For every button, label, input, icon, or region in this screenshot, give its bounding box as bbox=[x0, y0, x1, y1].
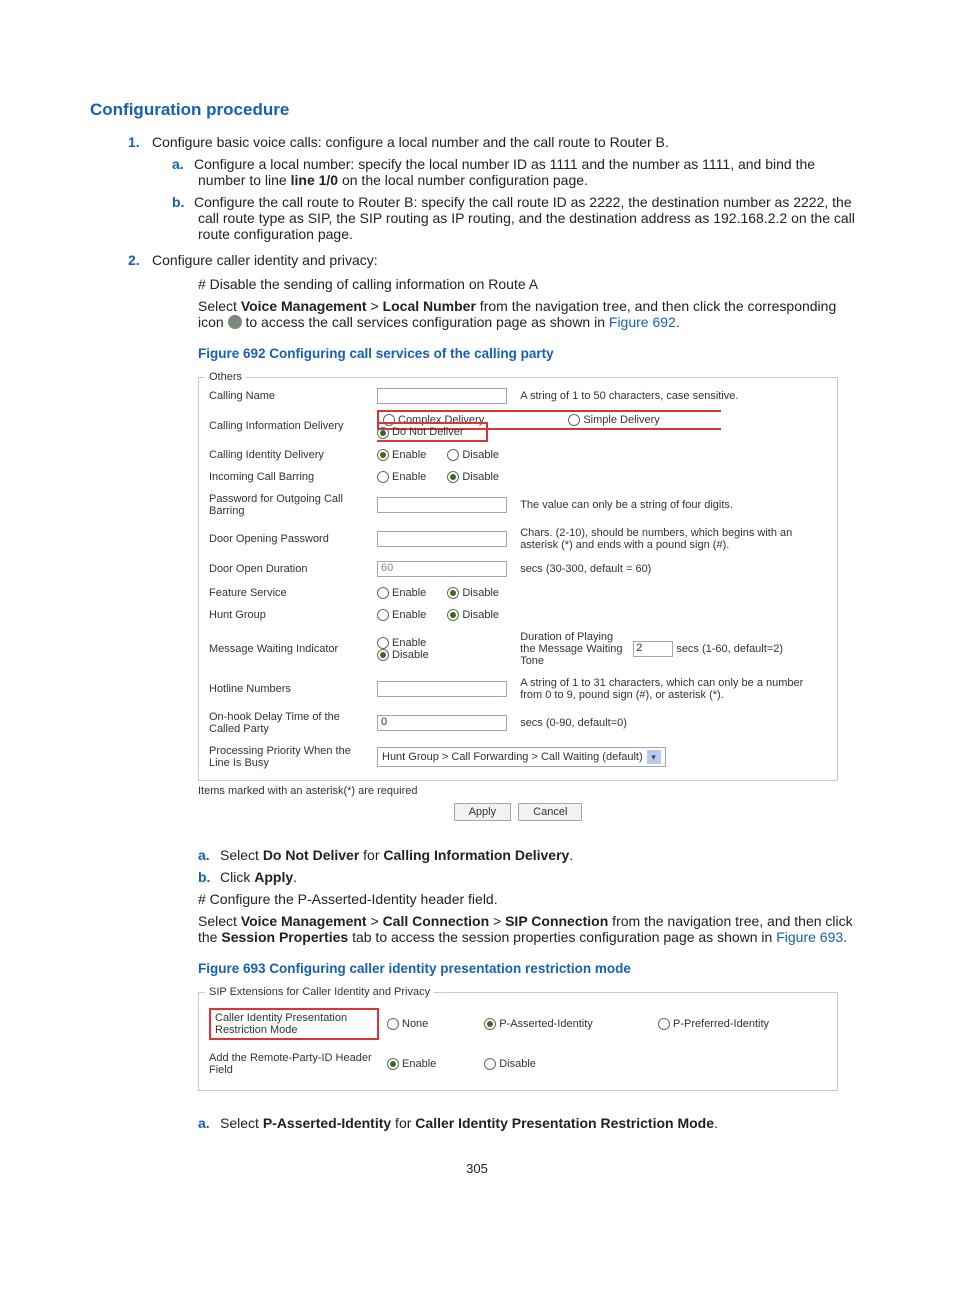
step-2a: a.Select Do Not Deliver for Calling Info… bbox=[224, 847, 864, 863]
step-1a-text: Configure a local number: specify the lo… bbox=[194, 156, 815, 188]
step-1b-text: Configure the call route to Router B: sp… bbox=[194, 194, 855, 242]
radio-complex-delivery[interactable]: Complex Delivery bbox=[383, 414, 484, 426]
others-legend: Others bbox=[205, 371, 246, 383]
hint-mwi-duration: secs (1-60, default=2) bbox=[676, 643, 783, 655]
step-2: 2.Configure caller identity and privacy: bbox=[158, 252, 864, 268]
label-password-outgoing-barring: Password for Outgoing Call Barring bbox=[205, 488, 373, 522]
sip-legend: SIP Extensions for Caller Identity and P… bbox=[205, 986, 434, 998]
calling-info-delivery-group: Complex Delivery Simple Delivery Do Not … bbox=[377, 410, 721, 442]
section-heading: Configuration procedure bbox=[90, 100, 864, 120]
select-processing-priority[interactable]: Hunt Group > Call Forwarding > Call Wait… bbox=[377, 747, 666, 767]
input-mwi-duration[interactable]: 2 bbox=[633, 641, 673, 657]
label-calling-identity-delivery: Calling Identity Delivery bbox=[205, 444, 373, 466]
label-caller-identity-restriction: Caller Identity Presentation Restriction… bbox=[209, 1008, 379, 1040]
label-incoming-call-barring: Incoming Call Barring bbox=[205, 466, 373, 488]
radio-rpid-enable[interactable]: Enable bbox=[387, 1058, 436, 1070]
step-1: 1.Configure basic voice calls: configure… bbox=[158, 134, 864, 242]
label-processing-priority: Processing Priority When the Line Is Bus… bbox=[205, 740, 373, 774]
hint-door-open-duration: secs (30-300, default = 60) bbox=[516, 556, 831, 582]
step-1a: a.Configure a local number: specify the … bbox=[198, 156, 864, 188]
radio-mwi-disable[interactable]: Disable bbox=[377, 649, 429, 661]
nav-instruction-1: Select Voice Management > Local Number f… bbox=[198, 298, 864, 330]
step-1b: b.Configure the call route to Router B: … bbox=[198, 194, 864, 242]
radio-mwi-enable[interactable]: Enable bbox=[377, 637, 426, 649]
label-hotline-numbers: Hotline Numbers bbox=[205, 672, 373, 706]
note-disable-calling-info: # Disable the sending of calling informa… bbox=[198, 276, 864, 292]
radio-fs-disable[interactable]: Disable bbox=[447, 587, 499, 599]
figure-692-link[interactable]: Figure 692 bbox=[609, 314, 676, 330]
call-services-icon bbox=[228, 315, 242, 329]
radio-rpid-disable[interactable]: Disable bbox=[484, 1058, 536, 1070]
label-calling-info-delivery: Calling Information Delivery bbox=[205, 409, 373, 443]
note-configure-pai: # Configure the P-Asserted-Identity head… bbox=[198, 891, 864, 907]
input-password-outgoing-barring[interactable] bbox=[377, 497, 507, 513]
label-mwi: Message Waiting Indicator bbox=[205, 626, 373, 672]
label-door-open-duration: Door Open Duration bbox=[205, 556, 373, 582]
figure-692: Others Calling Name A string of 1 to 50 … bbox=[198, 371, 838, 827]
step-1-text: Configure basic voice calls: configure a… bbox=[152, 134, 669, 150]
step-3a-text: Select P-Asserted-Identity for Caller Id… bbox=[220, 1115, 718, 1131]
step-2b-text: Click Apply. bbox=[220, 869, 297, 885]
radio-restriction-p-preferred[interactable]: P-Preferred-Identity bbox=[658, 1018, 769, 1030]
required-note: Items marked with an asterisk(*) are req… bbox=[198, 785, 838, 797]
cancel-button[interactable]: Cancel bbox=[518, 803, 582, 821]
label-hunt-group: Hunt Group bbox=[205, 604, 373, 626]
label-feature-service: Feature Service bbox=[205, 582, 373, 604]
hint-onhook-delay: secs (0-90, default=0) bbox=[516, 706, 831, 740]
radio-fs-enable[interactable]: Enable bbox=[377, 587, 426, 599]
input-onhook-delay[interactable]: 0 bbox=[377, 715, 507, 731]
label-onhook-delay: On-hook Delay Time of the Called Party bbox=[205, 706, 373, 740]
input-door-opening-password[interactable] bbox=[377, 531, 507, 547]
hint-calling-name: A string of 1 to 50 characters, case sen… bbox=[516, 383, 831, 409]
radio-do-not-deliver[interactable]: Do Not Deliver bbox=[377, 426, 464, 438]
radio-hg-disable[interactable]: Disable bbox=[447, 609, 499, 621]
hint-password-outgoing-barring: The value can only be a string of four d… bbox=[516, 488, 831, 522]
radio-icb-enable[interactable]: Enable bbox=[377, 471, 426, 483]
radio-restriction-none[interactable]: None bbox=[387, 1018, 428, 1030]
page-number: 305 bbox=[90, 1161, 864, 1176]
label-calling-name: Calling Name bbox=[205, 383, 373, 409]
others-fieldset: Others Calling Name A string of 1 to 50 … bbox=[198, 371, 838, 781]
hint-hotline-numbers: A string of 1 to 31 characters, which ca… bbox=[516, 672, 831, 706]
hint-door-opening-password: Chars. (2-10), should be numbers, which … bbox=[516, 522, 831, 556]
input-hotline-numbers[interactable] bbox=[377, 681, 507, 697]
radio-icb-disable[interactable]: Disable bbox=[447, 471, 499, 483]
label-mwi-duration: Duration of Playing the Message Waiting … bbox=[520, 631, 630, 667]
figure-693-caption: Figure 693 Configuring caller identity p… bbox=[198, 961, 864, 976]
input-calling-name[interactable] bbox=[377, 388, 507, 404]
apply-button[interactable]: Apply bbox=[454, 803, 512, 821]
label-door-opening-password: Door Opening Password bbox=[205, 522, 373, 556]
radio-cidd-disable[interactable]: Disable bbox=[447, 449, 499, 461]
step-2a-text: Select Do Not Deliver for Calling Inform… bbox=[220, 847, 573, 863]
radio-simple-delivery[interactable]: Simple Delivery bbox=[568, 414, 659, 426]
figure-692-caption: Figure 692 Configuring call services of … bbox=[198, 346, 864, 361]
step-2-text: Configure caller identity and privacy: bbox=[152, 252, 378, 268]
radio-restriction-p-asserted[interactable]: P-Asserted-Identity bbox=[484, 1018, 593, 1030]
nav-instruction-2: Select Voice Management > Call Connectio… bbox=[198, 913, 864, 945]
input-door-open-duration[interactable]: 60 bbox=[377, 561, 507, 577]
step-3a: a.Select P-Asserted-Identity for Caller … bbox=[224, 1115, 864, 1131]
figure-693-link[interactable]: Figure 693 bbox=[776, 929, 843, 945]
label-remote-party-id: Add the Remote-Party-ID Header Field bbox=[205, 1046, 383, 1082]
radio-cidd-enable[interactable]: Enable bbox=[377, 449, 426, 461]
radio-hg-enable[interactable]: Enable bbox=[377, 609, 426, 621]
step-2b: b.Click Apply. bbox=[224, 869, 864, 885]
sip-extensions-fieldset: SIP Extensions for Caller Identity and P… bbox=[198, 986, 838, 1091]
figure-693: SIP Extensions for Caller Identity and P… bbox=[198, 986, 838, 1091]
chevron-down-icon: ▾ bbox=[647, 750, 661, 764]
